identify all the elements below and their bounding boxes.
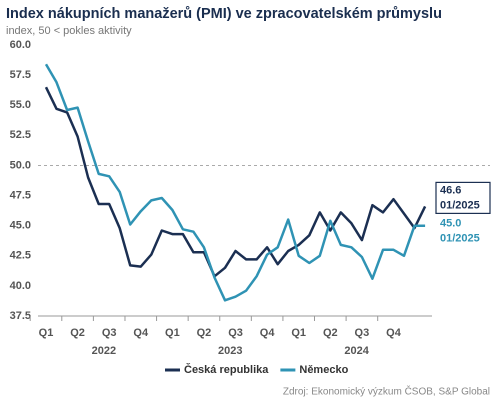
y-tick-label: 45.0 [10, 220, 31, 232]
legend-label: Česká republika [184, 363, 269, 376]
y-tick-label: 50.0 [10, 159, 31, 171]
series-line [44, 63, 426, 302]
x-tick-label: Q1 [165, 327, 180, 339]
x-tick-label: Q4 [386, 327, 402, 339]
source: Zdroj: Ekonomický výzkum ČSOB, S&P Globa… [283, 385, 490, 398]
y-tick-label: 55.0 [10, 99, 31, 111]
chart-subtitle: index, 50 < pokles aktivity [6, 25, 132, 37]
y-tick-label: 37.5 [10, 310, 31, 322]
y-tick-label: 60.0 [10, 39, 31, 51]
x-tick-label: Q4 [133, 327, 149, 339]
x-tick-label: Q1 [39, 327, 54, 339]
y-tick-label: 57.5 [10, 69, 31, 81]
x-tick-label: Q2 [197, 327, 212, 339]
y-tick-label: 52.5 [10, 129, 31, 141]
x-tick-label: Q1 [291, 327, 306, 339]
x-tick-label: Q2 [70, 327, 85, 339]
year-label: 2022 [92, 345, 116, 357]
label-box [435, 181, 491, 214]
end-label: 45.0 [440, 218, 461, 230]
y-tick-label: 42.5 [10, 250, 31, 262]
y-tick-label: 40.0 [10, 280, 31, 292]
end-date: 01/2025 [440, 233, 480, 245]
x-tick-label: Q2 [323, 327, 338, 339]
x-tick-label: Q4 [260, 327, 276, 339]
legend-label: Německo [299, 364, 348, 376]
chart-title: Index nákupních manažerů (PMI) ve zpraco… [6, 6, 442, 22]
end-date: 01/2025 [440, 199, 480, 211]
x-tick-label: Q3 [228, 327, 243, 339]
x-tick-label: Q3 [102, 327, 117, 339]
year-label: 2023 [218, 345, 242, 357]
series-line [44, 86, 427, 278]
year-label: 2024 [344, 345, 369, 357]
y-tick-label: 47.5 [10, 189, 31, 201]
x-tick-label: Q3 [355, 327, 370, 339]
end-label: 46.6 [440, 184, 461, 196]
